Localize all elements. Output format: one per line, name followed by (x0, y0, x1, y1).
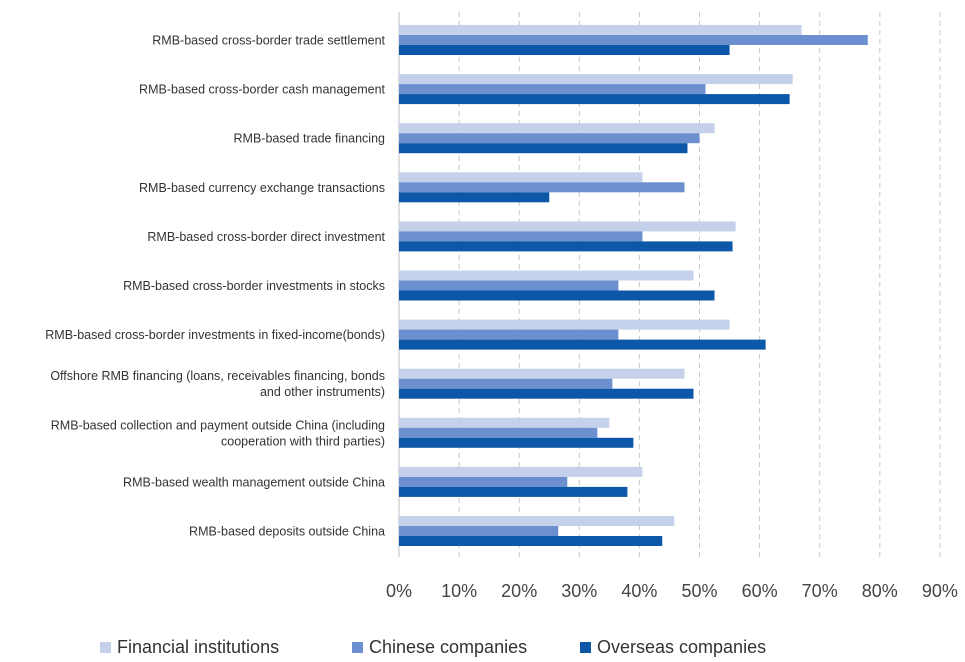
category-label: RMB-based deposits outside China (189, 525, 385, 539)
bar (399, 486, 628, 497)
bar (399, 231, 643, 242)
x-tick-label: 80% (862, 581, 898, 601)
legend-swatch-overseas-companies (580, 642, 591, 653)
legend-label-financial-institutions: Financial institutions (117, 637, 280, 657)
category-label: RMB-based collection and payment outside… (51, 418, 385, 432)
bar (399, 368, 685, 379)
category-label: RMB-based cross-border direct investment (147, 230, 385, 244)
bar (399, 417, 610, 428)
legend-item-chinese-companies: Chinese companies (352, 637, 527, 658)
bar-chart: 0% 10% 20% 30% 40% 50% 60% 70% 80% 90% RMB-based c… (45, 12, 958, 601)
bar (399, 427, 598, 438)
bar (399, 516, 675, 526)
category-label: RMB-based cross-border cash management (139, 83, 385, 97)
category-label: RMB-based cross-border investments in st… (123, 279, 385, 293)
legend-item-overseas-companies: Overseas companies (580, 637, 766, 658)
bar (399, 182, 685, 193)
category-label: RMB-based wealth management outside Chin… (123, 475, 385, 489)
legend-swatch-financial-institutions (100, 642, 111, 653)
bar (399, 74, 793, 85)
bar (399, 35, 868, 45)
legend: Financial institutions Chinese companies… (0, 637, 965, 661)
bar (399, 378, 613, 389)
bar (399, 25, 802, 35)
bar (399, 270, 694, 281)
x-tick-label: 90% (922, 581, 958, 601)
bar (399, 133, 700, 144)
x-tick-label: 70% (802, 581, 838, 601)
bar (399, 241, 733, 252)
category-label: Offshore RMB financing (loans, receivabl… (50, 369, 385, 383)
bar (399, 388, 694, 399)
bar (399, 84, 706, 95)
bar (399, 536, 663, 546)
x-tick-label: 10% (441, 581, 477, 601)
bar (399, 466, 643, 477)
category-label: RMB-based cross-border investments in fi… (45, 328, 385, 342)
bar (399, 280, 619, 291)
legend-label-overseas-companies: Overseas companies (597, 637, 767, 657)
bar (399, 339, 766, 350)
x-tick-label: 60% (742, 581, 778, 601)
bar (399, 329, 619, 340)
x-tick-label: 30% (561, 581, 597, 601)
bar (399, 290, 715, 301)
legend-swatch-chinese-companies (352, 642, 363, 653)
bar (399, 221, 736, 232)
bar (399, 94, 790, 105)
category-label: cooperation with third parties) (221, 434, 385, 448)
bar (399, 437, 634, 448)
x-tick-label: 40% (621, 581, 657, 601)
bar (399, 192, 550, 203)
bar (399, 45, 730, 55)
bar (399, 172, 643, 183)
legend-item-financial-institutions: Financial institutions (100, 637, 279, 658)
legend-label-chinese-companies: Chinese companies (369, 637, 528, 657)
bar (399, 526, 559, 536)
category-label: RMB-based trade financing (234, 132, 386, 146)
x-tick-label: 50% (681, 581, 717, 601)
bar (399, 143, 688, 154)
category-label: RMB-based cross-border trade settlement (152, 34, 385, 48)
bar (399, 123, 715, 134)
x-tick-label: 20% (501, 581, 537, 601)
category-label: RMB-based currency exchange transactions (139, 181, 385, 195)
category-label: and other instruments) (260, 385, 385, 399)
bar (399, 476, 568, 487)
bar (399, 319, 730, 330)
x-tick-label: 0% (386, 581, 412, 601)
